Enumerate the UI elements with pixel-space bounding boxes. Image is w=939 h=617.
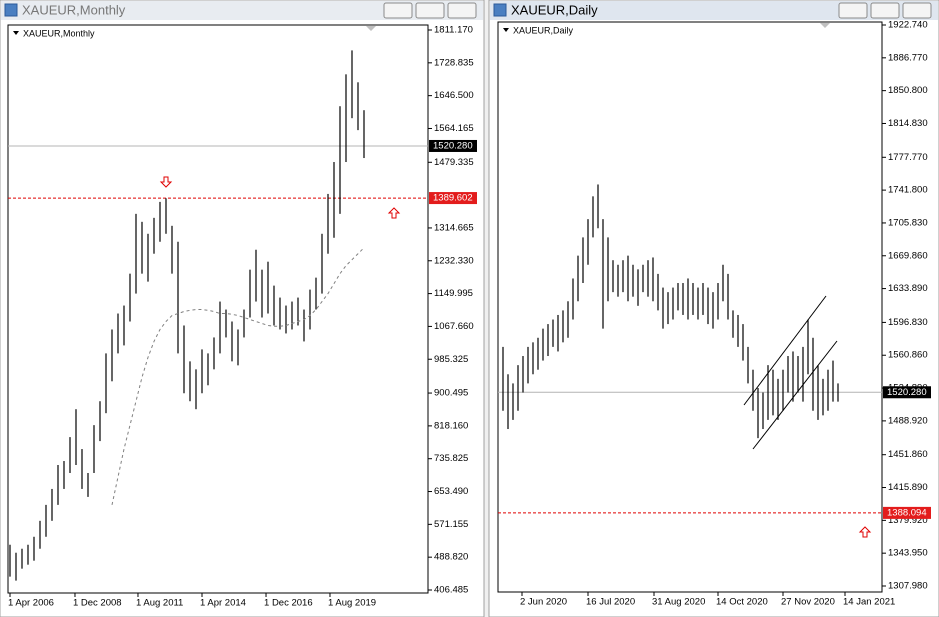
level-box xyxy=(883,506,931,519)
symbol-marker xyxy=(503,28,509,32)
y-tick-label: 735.825 xyxy=(434,453,468,464)
y-tick-label: 1811.170 xyxy=(434,25,473,36)
x-tick-label: 1 Aug 2011 xyxy=(136,598,183,609)
window-icon xyxy=(493,3,507,17)
y-tick-label: 985.325 xyxy=(434,354,468,365)
y-tick-label: 1415.890 xyxy=(888,482,928,493)
y-tick-label: 1149.995 xyxy=(434,288,473,299)
shift-marker xyxy=(366,26,376,31)
window-icon xyxy=(4,3,18,17)
x-tick-label: 1 Dec 2008 xyxy=(73,598,122,609)
shift-marker xyxy=(820,23,830,28)
y-tick-label: 653.490 xyxy=(434,486,468,497)
last-price-box xyxy=(883,386,931,399)
title-bar xyxy=(490,1,938,20)
x-tick-label: 16 Jul 2020 xyxy=(586,597,635,608)
minimize-button[interactable] xyxy=(838,2,868,19)
trend-line xyxy=(752,340,838,450)
symbol-marker xyxy=(13,31,19,35)
close-button[interactable] xyxy=(902,2,932,19)
y-tick-label: 1741.800 xyxy=(888,185,928,196)
y-tick-label: 571.155 xyxy=(434,519,468,530)
y-tick-label: 1451.860 xyxy=(888,449,928,460)
level-label: 1388.094 xyxy=(887,507,927,518)
y-tick-label: 1314.665 xyxy=(434,222,474,233)
y-tick-label: 1067.660 xyxy=(434,321,474,332)
plot-area xyxy=(497,21,883,593)
x-tick-label: 31 Aug 2020 xyxy=(652,597,705,608)
maximize-button[interactable] xyxy=(415,2,445,19)
y-tick-label: 1814.830 xyxy=(888,118,928,129)
y-tick-label: 1560.860 xyxy=(888,350,928,361)
x-tick-label: 1 Dec 2016 xyxy=(264,598,313,609)
y-tick-label: 1646.500 xyxy=(434,90,474,101)
window-title: XAUEUR,Monthly xyxy=(22,2,126,17)
y-tick-label: 1850.800 xyxy=(888,85,928,96)
y-tick-label: 1379.920 xyxy=(888,515,928,526)
close-button[interactable] xyxy=(447,2,477,19)
level-box xyxy=(429,192,477,205)
x-tick-label: 14 Oct 2020 xyxy=(716,597,768,608)
y-tick-label: 1232.330 xyxy=(434,255,474,266)
x-tick-label: 14 Jan 2021 xyxy=(843,597,895,608)
y-tick-label: 1343.950 xyxy=(888,548,928,559)
y-tick-label: 900.495 xyxy=(434,388,468,399)
signal-arrow xyxy=(159,176,173,188)
last-price-box xyxy=(429,139,477,152)
y-tick-label: 1633.890 xyxy=(888,283,928,294)
x-tick-label: 1 Aug 2019 xyxy=(328,598,376,609)
y-tick-label: 1922.740 xyxy=(888,20,928,31)
plot-area xyxy=(7,24,429,594)
y-tick-label: 1886.770 xyxy=(888,52,928,63)
y-tick-label: 1777.770 xyxy=(888,152,928,163)
y-tick-label: 1564.165 xyxy=(434,123,474,134)
chart-label: XAUEUR,Monthly xyxy=(23,28,95,38)
maximize-button[interactable] xyxy=(870,2,900,19)
y-tick-label: 1596.830 xyxy=(888,317,928,328)
x-tick-label: 27 Nov 2020 xyxy=(781,597,835,608)
x-tick-label: 1 Apr 2006 xyxy=(8,598,54,609)
y-tick-label: 1307.980 xyxy=(888,581,928,592)
signal-arrow xyxy=(387,207,401,219)
moving-average xyxy=(111,247,365,505)
signal-arrow xyxy=(858,526,872,538)
y-tick-label: 1669.860 xyxy=(888,250,928,261)
chart-label: XAUEUR,Daily xyxy=(513,25,574,35)
title-bar xyxy=(1,1,483,20)
y-tick-label: 1705.830 xyxy=(888,217,928,228)
y-tick-label: 818.160 xyxy=(434,420,468,431)
minimize-button[interactable] xyxy=(383,2,413,19)
trend-line xyxy=(743,295,827,406)
y-tick-label: 406.485 xyxy=(434,585,468,596)
last-price-label: 1520.280 xyxy=(887,387,927,398)
y-tick-label: 488.820 xyxy=(434,552,468,563)
x-tick-label: 1 Apr 2014 xyxy=(200,598,246,609)
y-tick-label: 1488.920 xyxy=(888,415,928,426)
y-tick-label: 1479.335 xyxy=(434,157,474,168)
level-label: 1389.602 xyxy=(433,193,473,204)
window-title: XAUEUR,Daily xyxy=(511,2,598,17)
last-price-label: 1520.280 xyxy=(433,140,473,151)
y-tick-label: 1728.835 xyxy=(434,57,474,68)
x-tick-label: 2 Jun 2020 xyxy=(520,597,567,608)
